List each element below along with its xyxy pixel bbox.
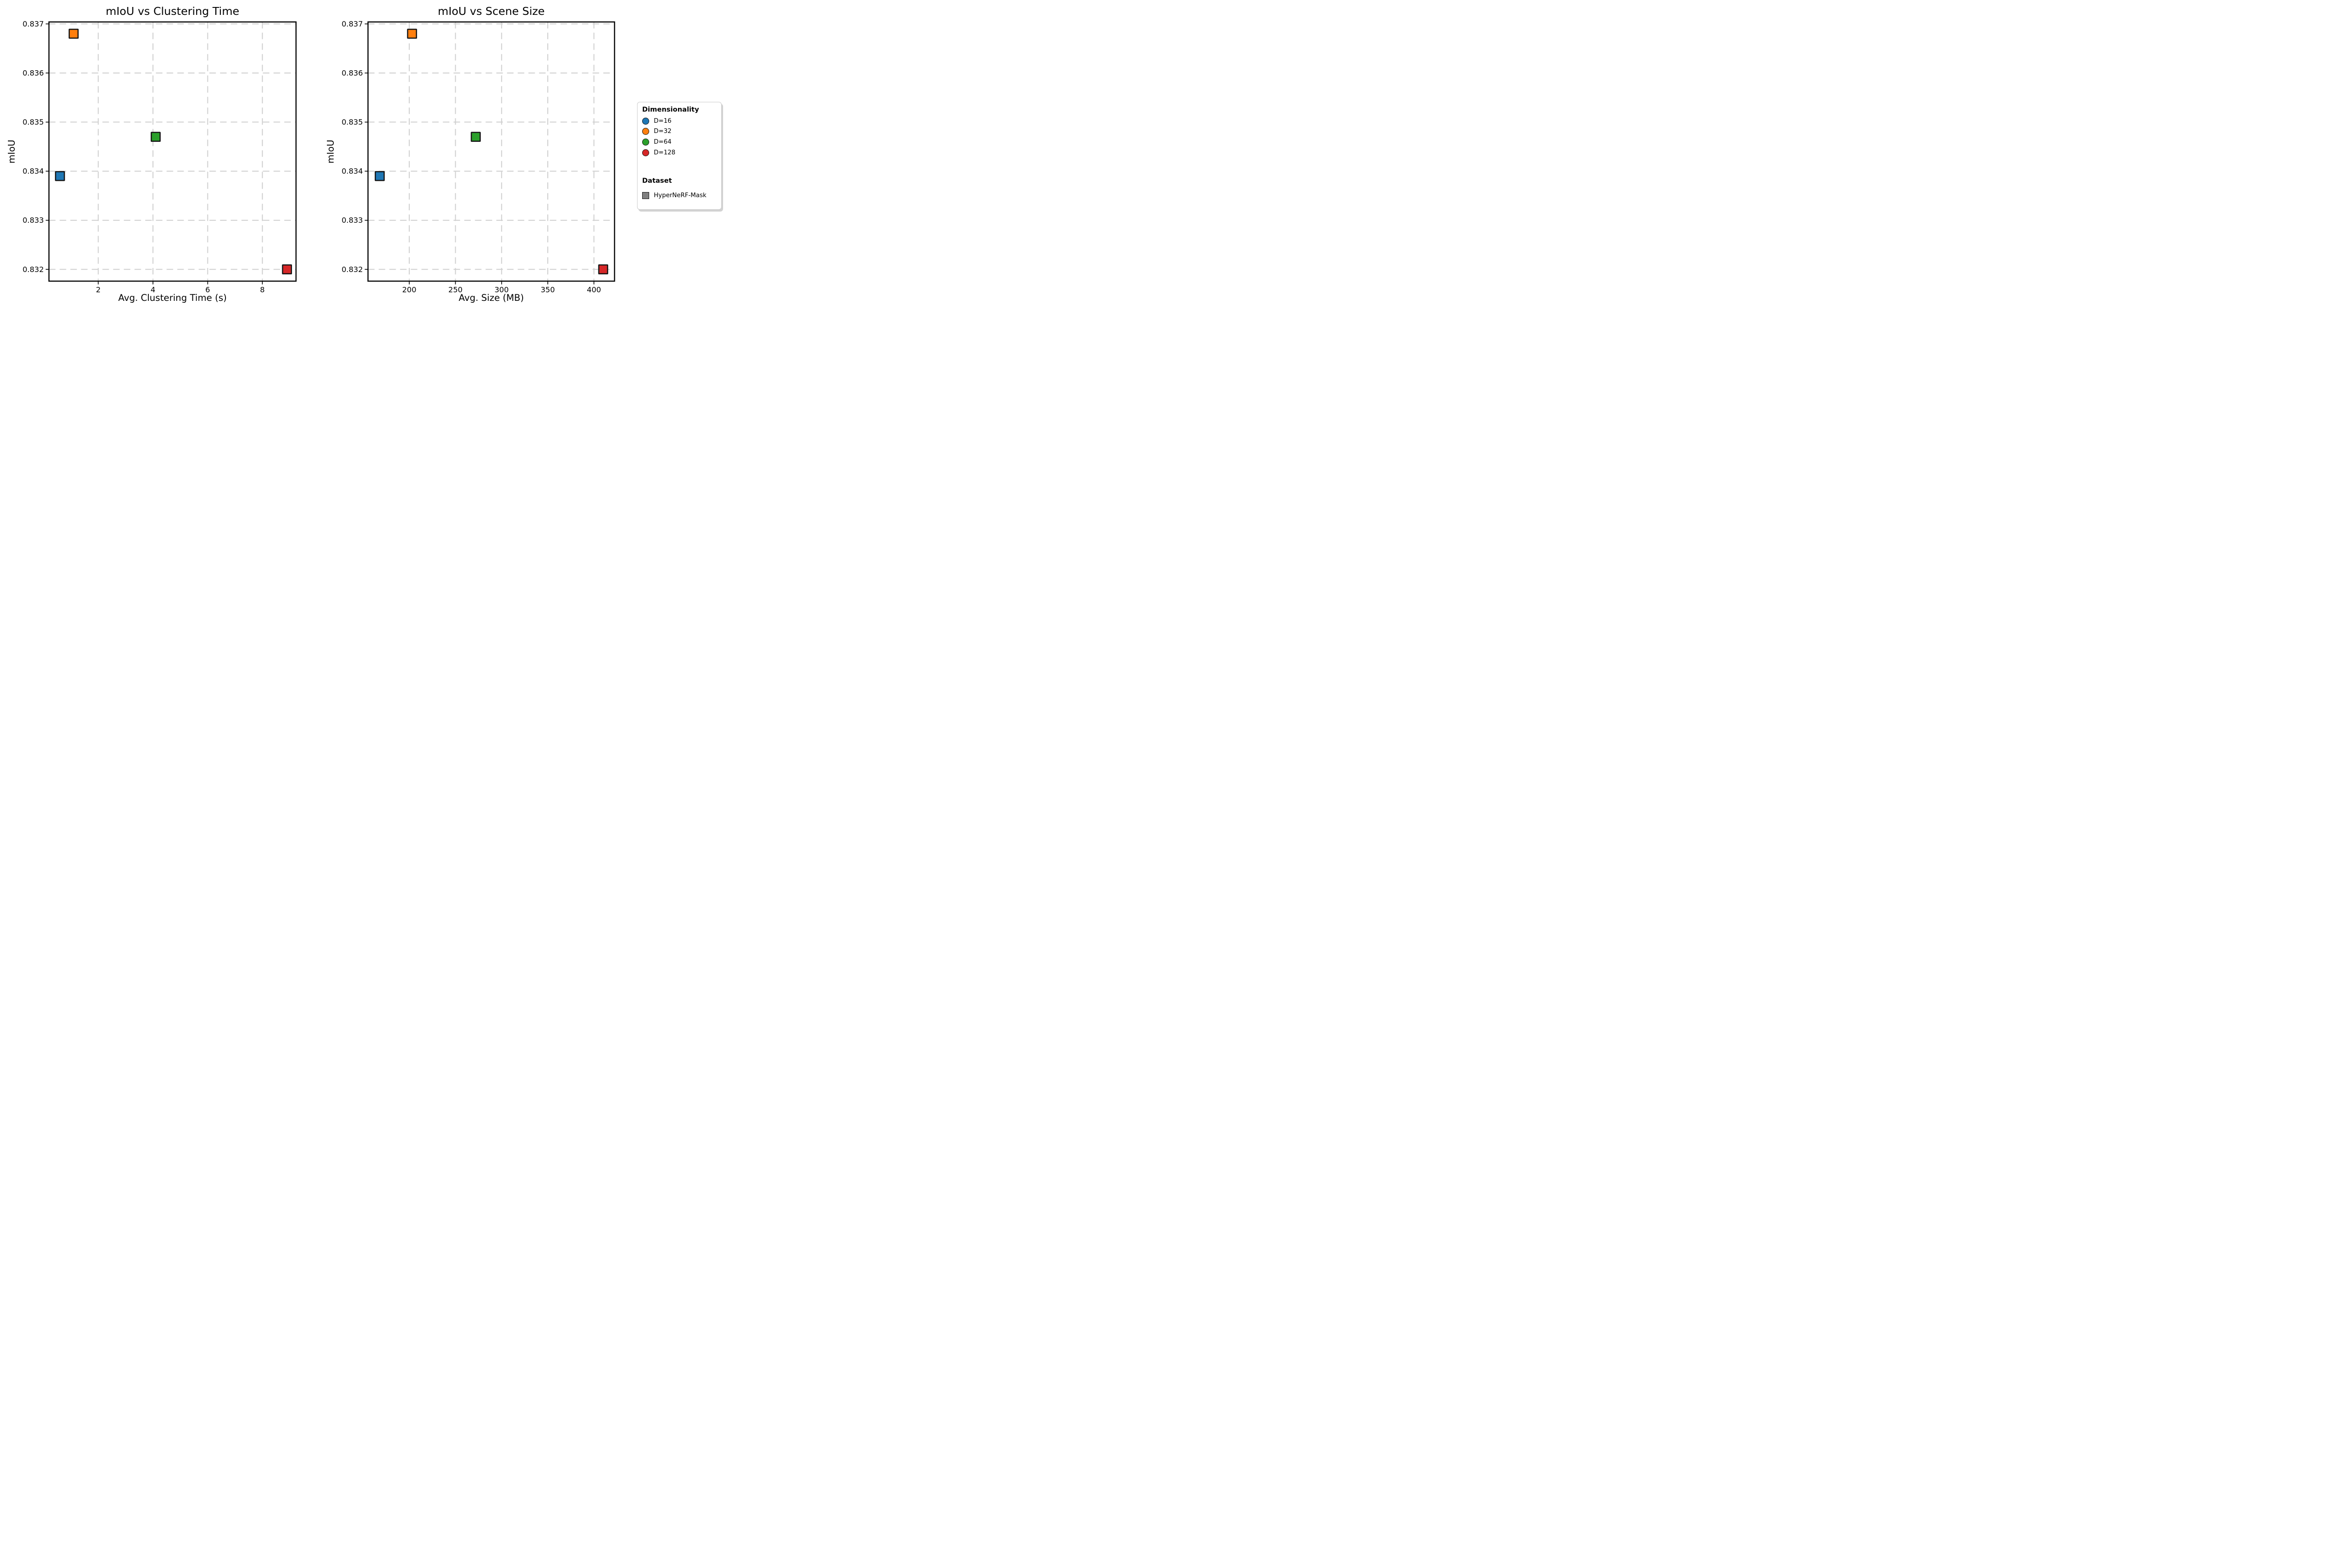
legend-item-label: D=32 [654,128,671,135]
legend-item-label: D=16 [654,117,671,125]
dimensionality-swatch-circle [642,117,649,125]
x-tick-label: 350 [541,286,555,294]
x-tick-label: 300 [494,286,509,294]
scatter-marker-d16 [55,171,65,181]
legend-group-dimensionality: Dimensionality D=16 D=32 D=64 D=128 [642,106,719,158]
legend-dataset-title: Dataset [642,177,672,185]
scatter-marker-d128 [282,264,292,275]
y-tick-label: 0.833 [342,216,363,225]
y-tick-label: 0.833 [22,216,44,225]
plot2-x-axis-label: Avg. Size (MB) [458,292,524,303]
y-tick-label: 0.832 [22,265,44,274]
legend-dimensionality-title: Dimensionality [642,106,699,113]
legend-item-d-128: D=128 [642,147,719,158]
x-tick-label: 200 [402,286,417,294]
legend-item-label: D=128 [654,149,676,156]
x-tick-label: 2 [96,286,100,294]
x-tick-label: 8 [260,286,265,294]
dimensionality-swatch-circle [642,128,649,135]
legend-item-hypernerf-mask: HyperNeRF-Mask [642,190,719,201]
legend-item-d-64: D=64 [642,137,719,147]
legend-item-d-32: D=32 [642,126,719,137]
y-tick-label: 0.834 [342,167,363,176]
y-tick-label: 0.836 [22,68,44,77]
axes-spines [367,21,615,282]
y-tick-label: 0.837 [22,20,44,28]
x-tick-label: 400 [587,286,601,294]
y-tick-label: 0.835 [342,118,363,126]
legend: Dimensionality D=16 D=32 D=64 D=128 Dataset… [637,102,722,210]
axes-spines [48,21,297,282]
x-tick-label: 4 [151,286,155,294]
scatter-marker-d128 [598,264,608,275]
scatter-marker-d64 [151,132,161,142]
y-tick-label: 0.835 [22,118,44,126]
scatter-marker-d16 [374,171,385,181]
x-tick-label: 250 [448,286,463,294]
legend-item-d-16: D=16 [642,116,719,126]
legend-item-label: HyperNeRF-Mask [654,192,707,199]
figure-canvas: 2 4 6 8 0.837 0.836 0.835 0.834 0.833 0.832 200 250… [0,0,726,313]
plot1-x-axis-label: Avg. Clustering Time (s) [118,292,227,303]
y-tick-label: 0.837 [342,20,363,28]
y-tick-label: 0.832 [342,265,363,274]
x-tick-label: 6 [206,286,210,294]
plot1-title: mIoU vs Clustering Time [106,5,239,18]
y-tick-label: 0.836 [342,68,363,77]
plot2-y-axis-label: mIoU [325,140,336,164]
dimensionality-swatch-circle [642,149,649,156]
legend-item-label: D=64 [654,138,671,146]
legend-group-dataset: Dataset HyperNeRF-Mask [642,177,719,201]
plot1-y-axis-label: mIoU [6,140,17,164]
plots-drawing-layer: 2 4 6 8 0.837 0.836 0.835 0.834 0.833 0.832 200 250… [22,20,615,294]
scatter-marker-d64 [471,132,481,142]
scatter-marker-d32 [68,28,79,39]
y-tick-label: 0.834 [22,167,44,176]
scatter-marker-d32 [407,28,417,39]
dimensionality-swatch-circle [642,138,649,146]
dataset-swatch-square [642,192,649,199]
plot2-title: mIoU vs Scene Size [438,5,545,18]
